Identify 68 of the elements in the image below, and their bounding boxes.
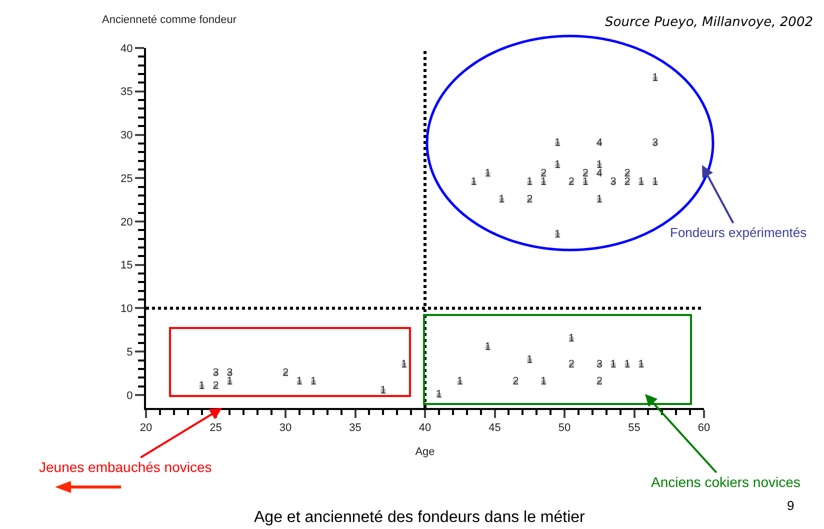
- text: 1: [436, 388, 442, 401]
- y-tick-label: 0: [126, 390, 133, 402]
- text: 1: [540, 176, 547, 188]
- text: 1: [540, 376, 547, 388]
- x-tick-label: 35: [349, 422, 362, 434]
- text: 1: [296, 376, 303, 388]
- text: 1: [470, 176, 477, 188]
- x-tick-label: 40: [418, 422, 432, 434]
- text: 1: [498, 194, 505, 206]
- text: 1: [638, 358, 644, 370]
- y-tick-label: 5: [126, 346, 133, 358]
- text: 1: [596, 194, 602, 206]
- text: 1: [226, 376, 233, 388]
- annotation: Fondeurs expérimentés: [670, 225, 808, 240]
- text: 1: [198, 380, 205, 392]
- text: 3: [596, 358, 602, 370]
- text: 1: [484, 168, 491, 180]
- text: 2: [526, 194, 533, 206]
- text: 1: [554, 228, 561, 240]
- text: Anciens cokiers novices: [651, 474, 800, 490]
- series-label: 1: [568, 332, 575, 344]
- text: 3: [212, 367, 219, 380]
- text: 1: [484, 341, 491, 354]
- text: 1: [582, 176, 588, 188]
- x-tick-label: 60: [698, 422, 710, 434]
- text: 1: [624, 358, 630, 370]
- x-tick-label: 55: [628, 422, 640, 434]
- y-tick-label: 30: [120, 130, 133, 142]
- text: 3: [610, 176, 616, 188]
- text: 2: [512, 376, 519, 388]
- x-tick-label: 25: [210, 422, 222, 434]
- y-tick-label: 25: [120, 172, 133, 185]
- y-tick-label: 10: [120, 303, 133, 316]
- text: 2: [624, 176, 630, 188]
- text: 1: [554, 137, 561, 150]
- x-tick-label: 45: [488, 422, 501, 434]
- text: 1: [610, 358, 616, 370]
- y-tick-label: 35: [120, 86, 133, 98]
- text: 1: [652, 72, 658, 84]
- text: 2: [568, 176, 575, 188]
- y-tick-label: 20: [120, 216, 133, 228]
- text: 1: [526, 176, 533, 188]
- text: 3: [652, 137, 658, 150]
- source-note: Source Pueyo, Millanvoye, 2002: [605, 15, 813, 30]
- text: 1: [401, 358, 408, 370]
- text: 1: [456, 376, 463, 388]
- text: 1: [652, 176, 658, 188]
- text: 1: [526, 354, 533, 366]
- text: 4: [596, 168, 602, 180]
- x-tick-label: 30: [279, 422, 292, 434]
- text: 2: [212, 380, 219, 392]
- text: 2: [596, 376, 602, 388]
- x-tick-label: 50: [558, 422, 571, 434]
- text: 2: [282, 367, 289, 380]
- x-tick-label: 20: [140, 422, 152, 434]
- text: Jeunes embauchés novices: [39, 459, 212, 475]
- y-axis-title: Ancienneté comme fondeur: [102, 14, 237, 26]
- y-tick-label: 40: [120, 42, 133, 55]
- series-label: 2: [568, 358, 575, 370]
- text: 1: [310, 376, 316, 388]
- text: 1: [638, 176, 644, 188]
- series-label: 4: [596, 137, 602, 150]
- text: 9: [787, 498, 794, 513]
- text: 1: [554, 158, 561, 171]
- y-tick-label: 15: [120, 260, 133, 272]
- x-axis-title: Age: [415, 446, 435, 458]
- text: 1: [380, 384, 386, 396]
- text: Age et ancienneté des fondeurs dans le métier: [254, 509, 586, 526]
